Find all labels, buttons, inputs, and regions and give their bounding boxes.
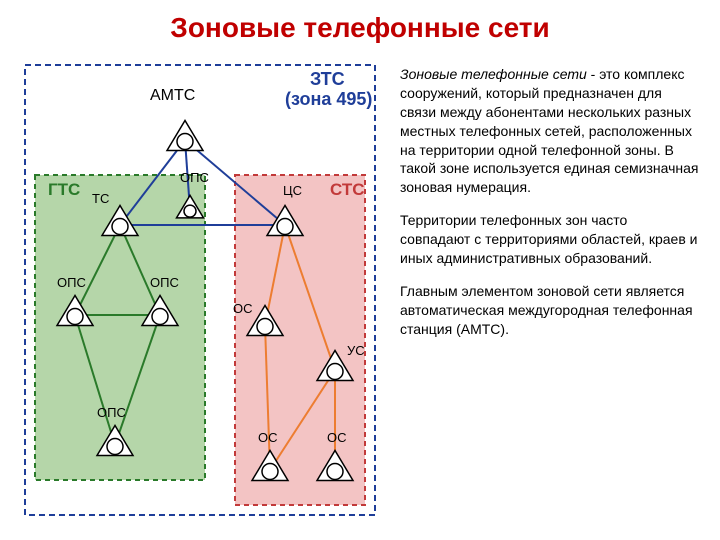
svg-text:ОС: ОС [233, 301, 253, 316]
paragraph-1: Зоновые телефонные сети - это комплекс с… [400, 65, 700, 197]
description-text: Зоновые телефонные сети - это комплекс с… [400, 65, 700, 353]
slide-title: Зоновые телефонные сети [0, 12, 720, 44]
slide: Зоновые телефонные сети ГТС СТС ЗТС(зона 4… [0, 0, 720, 540]
svg-text:ОПС: ОПС [97, 405, 126, 420]
svg-text:ЦС: ЦС [283, 183, 302, 198]
svg-text:СТС: СТС [330, 180, 365, 199]
paragraph-2: Территории телефонных зон часто совпадаю… [400, 211, 700, 268]
svg-text:ОПС: ОПС [180, 170, 209, 185]
svg-text:(зона 495): (зона 495) [285, 89, 372, 109]
svg-text:ОПС: ОПС [150, 275, 179, 290]
svg-text:УС: УС [347, 343, 365, 358]
lead-phrase: Зоновые телефонные сети [400, 66, 587, 82]
svg-text:ОС: ОС [327, 430, 347, 445]
svg-text:ЗТС: ЗТС [310, 69, 345, 89]
node-amts: АМТС [150, 87, 203, 151]
diagram-svg: ГТС СТС ЗТС(зона 495) АМТС ТС ОПС ОПС ОПС ОПС ЦС О… [20, 60, 380, 520]
network-diagram: ГТС СТС ЗТС(зона 495) АМТС ТС ОПС ОПС ОПС ОПС ЦС О… [20, 60, 380, 525]
svg-text:ОС: ОС [258, 430, 278, 445]
p1-rest: - это комплекс сооружений, который предн… [400, 66, 698, 195]
svg-text:АМТС: АМТС [150, 87, 195, 104]
svg-text:ТС: ТС [92, 191, 109, 206]
svg-text:ГТС: ГТС [48, 180, 80, 199]
paragraph-3: Главным элементом зоновой сети является … [400, 282, 700, 339]
svg-text:ОПС: ОПС [57, 275, 86, 290]
